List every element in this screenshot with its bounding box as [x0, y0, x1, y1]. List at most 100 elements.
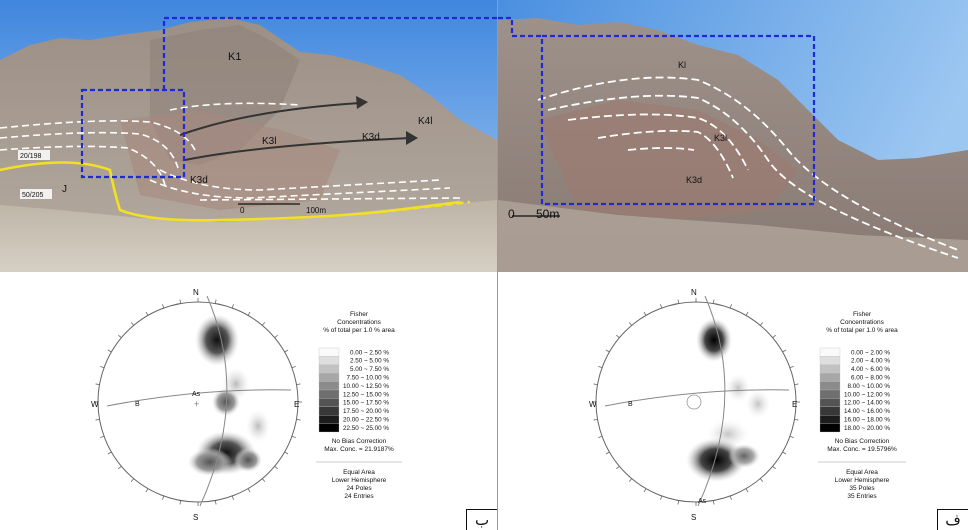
great-circle-bedding: [604, 389, 790, 407]
svg-text:24 Entries: 24 Entries: [344, 493, 374, 500]
density-contours: [188, 314, 270, 476]
tick-mark: [772, 465, 776, 470]
connector-line: [162, 16, 497, 90]
legend-label: 6.00 ~ 8.00 %: [851, 375, 890, 382]
compass-n: N: [193, 288, 199, 297]
legend-label: 12.00 ~ 14.00 %: [844, 400, 890, 407]
legend-label: 20.00 ~ 22.50 %: [343, 417, 389, 424]
svg-text:35 Entries: 35 Entries: [847, 493, 877, 500]
legend-swatch: [318, 398, 340, 407]
field-photo-left: K1 K3l K3d K4l K3d J 20/198 50/205 0 100…: [0, 0, 497, 272]
inset-box-left: [80, 88, 186, 179]
great-circle-axial: [199, 295, 228, 507]
legend-swatch: [819, 415, 841, 424]
label-j: J: [62, 184, 67, 195]
legend-swatch: [819, 373, 841, 382]
tick-mark: [100, 435, 105, 438]
tick-mark: [593, 383, 598, 386]
bias-text: No Bias Correction: [332, 438, 387, 445]
great-circle-axial: [697, 295, 726, 507]
scale-zero: 0: [240, 206, 245, 215]
svg-text:Lower Hemisphere: Lower Hemisphere: [332, 477, 387, 484]
tick-mark: [231, 495, 234, 500]
figure-panel-right: Kl K3l K3d 0 50m N S E W B As: [498, 0, 968, 530]
compass-w: W: [91, 400, 99, 409]
svg-text:Equal Area: Equal Area: [846, 469, 878, 476]
svg-text:Lower Hemisphere: Lower Hemisphere: [835, 477, 890, 484]
legend-swatch: [318, 347, 340, 357]
legend-swatch: [318, 406, 340, 416]
tick-mark: [247, 488, 251, 493]
legend-label: 0.00 ~ 2.50 %: [350, 349, 389, 356]
plane-label-b: B: [628, 401, 633, 408]
tick-mark: [598, 435, 603, 438]
label-kl: Kl: [678, 60, 686, 70]
tick-mark: [593, 418, 598, 421]
tick-mark: [274, 334, 278, 339]
tick-mark: [643, 311, 647, 316]
legend-label: 12.50 ~ 15.00 %: [343, 391, 389, 398]
legend-label: 10.00 ~ 12.00 %: [844, 391, 890, 398]
legend-label: 15.00 ~ 17.50 %: [343, 400, 389, 407]
tick-mark: [214, 299, 217, 304]
legend-swatch: [318, 364, 340, 374]
tick-mark: [794, 383, 799, 386]
stereonet-circle: [94, 298, 302, 506]
tick-mark: [130, 478, 135, 482]
stereonet-right: N S E W B As Fisher Concentrations % of …: [589, 288, 906, 522]
center-mark: [686, 394, 702, 410]
legend-swatch: [819, 406, 841, 416]
tick-mark: [605, 349, 610, 353]
reddish-slope: [120, 110, 340, 210]
reddish-slope: [538, 100, 798, 220]
max-conc-text: Max. Conc. = 21.9187%: [324, 446, 394, 453]
legend-title: Fisher Concentrations % of total per 1.0…: [323, 311, 395, 334]
tick-mark: [100, 366, 105, 369]
legend-label: 0.00 ~ 2.00 %: [851, 349, 890, 356]
tick-mark: [95, 383, 100, 386]
tick-mark: [782, 451, 787, 455]
legend-swatch: [819, 364, 841, 374]
tick-mark: [745, 311, 749, 316]
tick-mark: [605, 451, 610, 455]
compass-e: E: [294, 400, 299, 409]
legend-label: 8.00 ~ 10.00 %: [847, 383, 890, 390]
tick-mark: [759, 322, 764, 326]
tick-mark: [296, 383, 301, 386]
center-cross: +: [194, 399, 199, 409]
field-photo-right: Kl K3l K3d 0 50m: [498, 0, 968, 272]
legend-scale: 0.00 ~ 2.50 % 2.50 ~ 5.00 %5.00 ~ 7.50 % 7…: [318, 347, 389, 433]
tick-mark: [107, 451, 112, 455]
legend-scale: 0.00 ~ 2.00 % 2.00 ~ 4.00 %4.00 ~ 6.00 % 6…: [819, 347, 890, 433]
tick-mark: [145, 311, 149, 316]
label-k3l: K3l: [262, 136, 276, 147]
svg-text:Equal Area: Equal Area: [343, 469, 375, 476]
density-contours: [686, 318, 770, 482]
compass-n: N: [691, 288, 697, 297]
legend-label: 14.00 ~ 16.00 %: [844, 408, 890, 415]
tick-mark: [274, 465, 278, 470]
fold-traces: [537, 76, 959, 259]
scale-zero: 0: [508, 207, 515, 221]
legend-label: 17.50 ~ 20.00 %: [343, 408, 389, 415]
svg-text:% of total per 1.0 % area: % of total per 1.0 % area: [826, 327, 898, 334]
panel-label-right: ف: [937, 509, 968, 530]
compass-s: S: [193, 513, 198, 522]
compass-w: W: [589, 400, 597, 409]
tick-mark: [296, 418, 301, 421]
tick-mark: [677, 500, 680, 505]
tick-mark: [162, 304, 165, 309]
legend-swatch: [318, 373, 340, 382]
svg-text:24 Poles: 24 Poles: [346, 485, 372, 492]
tick-mark: [284, 451, 289, 455]
label-k3d: K3d: [686, 175, 702, 185]
legend-swatch: [318, 356, 340, 365]
tick-mark: [231, 304, 234, 309]
plane-label-as: As: [698, 498, 707, 505]
tick-mark: [677, 299, 680, 304]
fault-line-dashed: [379, 200, 471, 214]
great-circle-bedding: [106, 389, 292, 407]
label-strike-a: 20/198: [20, 153, 42, 160]
tick-mark: [261, 478, 266, 482]
tick-mark: [759, 478, 764, 482]
